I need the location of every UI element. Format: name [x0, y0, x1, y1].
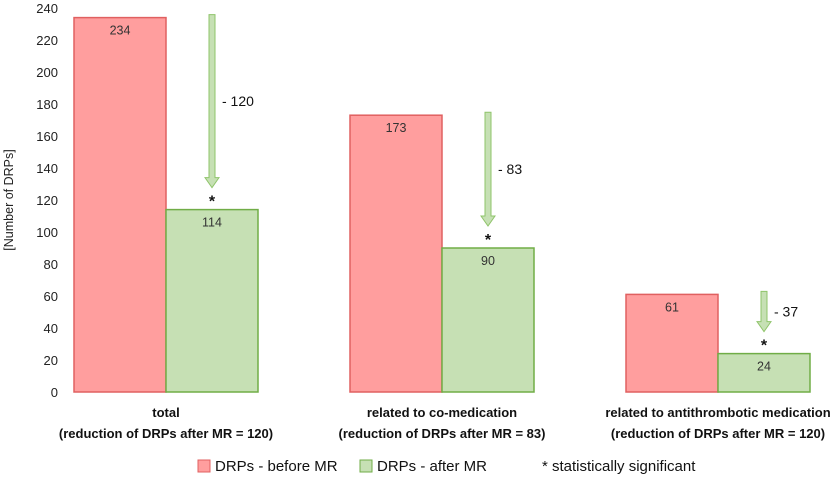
category-label: related to co-medication	[367, 405, 517, 420]
y-tick-label: 240	[36, 1, 58, 16]
legend-label-before-mr: DRPs - before MR	[215, 458, 338, 475]
y-tick-label: 20	[44, 353, 58, 368]
bar-after-mr	[441, 247, 535, 393]
annotations: - 120 * - 83 * - 37 *	[204, 14, 798, 355]
bar-value-label: 173	[386, 121, 407, 135]
bar-value-label: 24	[757, 360, 771, 374]
y-tick-label: 80	[44, 257, 58, 272]
bar-value-label: 114	[202, 216, 222, 230]
significance-star: *	[761, 338, 768, 355]
legend: DRPs - before MR DRPs - after MR * stati…	[197, 458, 696, 475]
y-tick-label: 40	[44, 321, 58, 336]
category-note: (reduction of DRPs after MR = 83)	[339, 426, 546, 441]
legend-significance-note: * statistically significant	[542, 458, 696, 475]
bar-before-mr	[349, 114, 443, 393]
y-tick-label: 0	[51, 385, 58, 400]
y-tick-label: 220	[36, 33, 58, 48]
y-tick-label: 180	[36, 97, 58, 112]
category-note: (reduction of DRPs after MR = 120)	[59, 426, 273, 441]
reduction-label: - 37	[774, 304, 798, 320]
category-label: related to antithrombotic medication	[605, 405, 830, 420]
significance-star: *	[485, 232, 492, 249]
bar-before-mr	[625, 293, 719, 393]
bars: 234 173 61 114 90 24	[73, 16, 811, 393]
legend-swatch-before-mr	[197, 459, 211, 473]
legend-swatch-after-mr	[359, 459, 373, 473]
y-tick-label: 100	[36, 225, 58, 240]
reduction-label: - 83	[498, 161, 522, 177]
legend-label-after-mr: DRPs - after MR	[377, 458, 487, 475]
y-tick-label: 140	[36, 161, 58, 176]
reduction-arrow	[756, 290, 772, 333]
bar-after-mr	[717, 352, 811, 393]
category-note: (reduction of DRPs after MR = 120)	[611, 426, 825, 441]
reduction-arrow	[204, 14, 220, 189]
y-axis-title: [Number of DRPs]	[2, 149, 16, 250]
y-tick-label: 160	[36, 129, 58, 144]
y-tick-label: 60	[44, 289, 58, 304]
category-labels: total (reduction of DRPs after MR = 120) r…	[59, 405, 831, 441]
category-label: total	[152, 405, 179, 420]
y-axis: 0 20 40 60 80 100 120 140 160 180 200 220 240	[36, 1, 58, 400]
bar-value-label: 90	[481, 254, 495, 268]
significance-star: *	[209, 194, 216, 211]
y-tick-label: 200	[36, 65, 58, 80]
y-tick-label: 120	[36, 193, 58, 208]
reduction-arrow	[480, 111, 496, 227]
bar-value-label: 61	[665, 300, 679, 314]
bar-before-mr	[73, 16, 167, 393]
bar-after-mr	[165, 208, 259, 393]
reduction-label: - 120	[222, 93, 254, 109]
bar-value-label: 234	[110, 24, 131, 38]
